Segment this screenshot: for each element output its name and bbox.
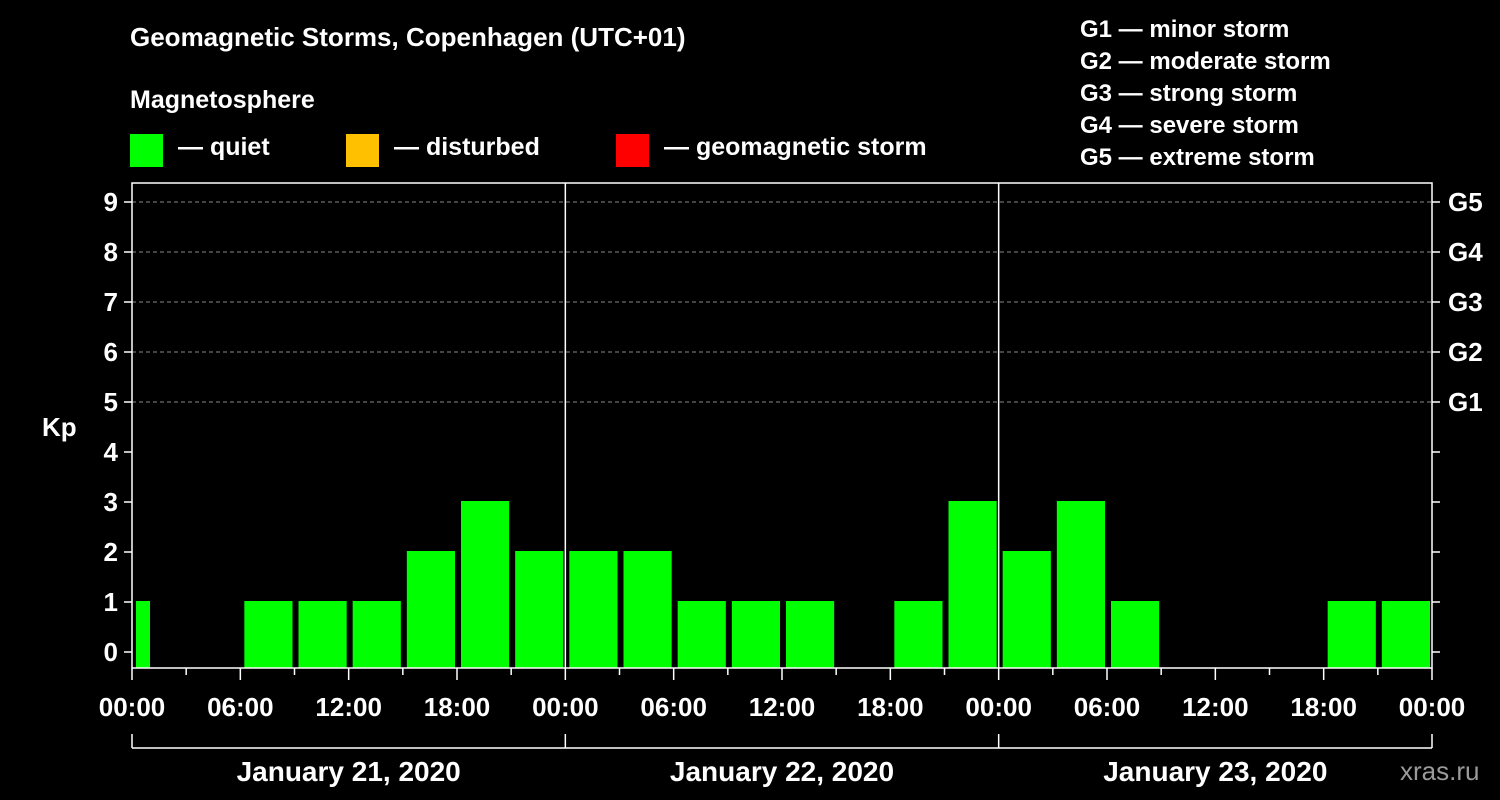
- kp-bar: [1381, 601, 1430, 668]
- y-tick-label: 7: [104, 287, 118, 317]
- kp-bar: [1002, 551, 1051, 668]
- day-label: January 21, 2020: [237, 756, 461, 787]
- g4-legend-item: G4 — severe storm: [1080, 112, 1299, 139]
- x-tick-label: 06:00: [1074, 692, 1141, 722]
- x-tick-label: 00:00: [965, 692, 1032, 722]
- g3-legend-item: G3 — strong storm: [1080, 80, 1298, 107]
- y-tick-label: 2: [104, 537, 118, 567]
- y-tick-label: 9: [104, 187, 118, 217]
- x-tick-label: 12:00: [1182, 692, 1249, 722]
- x-tick-label: 18:00: [857, 692, 924, 722]
- y-tick-label: 8: [104, 237, 118, 267]
- magnetosphere-label: Magnetosphere: [130, 86, 315, 114]
- y-tick-label: 5: [104, 387, 118, 417]
- x-tick-label: 06:00: [207, 692, 274, 722]
- kp-bar: [1111, 601, 1160, 668]
- legend-swatch-disturbed: [346, 134, 379, 167]
- y-tick-label: 0: [104, 637, 118, 667]
- watermark: xras.ru: [1400, 756, 1480, 786]
- x-tick-label: 18:00: [424, 692, 491, 722]
- chart-title: Geomagnetic Storms, Copenhagen (UTC+01): [130, 22, 686, 52]
- x-tick-label: 00:00: [99, 692, 166, 722]
- legend-swatch-quiet: [130, 134, 163, 167]
- x-tick-label: 12:00: [315, 692, 382, 722]
- x-tick-label: 12:00: [749, 692, 816, 722]
- kp-bar: [136, 601, 150, 668]
- g1-legend-item: G1 — minor storm: [1080, 16, 1290, 43]
- kp-bar: [298, 601, 347, 668]
- g-scale-tick-label: G4: [1448, 237, 1483, 267]
- legend-swatch-storm: [616, 134, 649, 167]
- g-scale-legend: G1 — minor storm G2 — moderate storm G3 …: [1080, 14, 1331, 174]
- kp-bar: [1327, 601, 1376, 668]
- plot-frame: [131, 182, 1433, 669]
- day-label: January 23, 2020: [1103, 756, 1327, 787]
- y-axis-label: Kp: [42, 412, 77, 442]
- y-tick-label: 1: [104, 587, 118, 617]
- kp-bar: [244, 601, 293, 668]
- g5-legend-item: G5 — extreme storm: [1080, 144, 1315, 171]
- kp-bar: [515, 551, 564, 668]
- kp-bar: [461, 501, 510, 668]
- g2-legend-item: G2 — moderate storm: [1080, 48, 1331, 75]
- kp-bar: [352, 601, 401, 668]
- kp-bar: [948, 501, 997, 668]
- g-scale-tick-label: G2: [1448, 337, 1483, 367]
- g-scale-tick-label: G3: [1448, 287, 1483, 317]
- y-tick-label: 3: [104, 487, 118, 517]
- legend-label-storm: — geomagnetic storm: [664, 133, 927, 161]
- g-scale-tick-label: G5: [1448, 187, 1483, 217]
- kp-bar: [786, 601, 835, 668]
- kp-bar: [406, 551, 455, 668]
- g-scale-tick-label: G1: [1448, 387, 1483, 417]
- x-tick-label: 06:00: [640, 692, 707, 722]
- legend-label-disturbed: — disturbed: [394, 133, 540, 161]
- kp-bar: [677, 601, 726, 668]
- kp-bar: [894, 601, 943, 668]
- y-tick-label: 6: [104, 337, 118, 367]
- x-tick-label: 00:00: [1399, 692, 1466, 722]
- y-tick-label: 4: [104, 437, 119, 467]
- x-tick-label: 18:00: [1290, 692, 1357, 722]
- day-label: January 22, 2020: [670, 756, 894, 787]
- kp-bar: [569, 551, 618, 668]
- legend-label-quiet: — quiet: [178, 133, 270, 161]
- x-tick-label: 00:00: [532, 692, 599, 722]
- kp-bar: [623, 551, 672, 668]
- kp-bar: [731, 601, 780, 668]
- kp-bar: [1056, 501, 1105, 668]
